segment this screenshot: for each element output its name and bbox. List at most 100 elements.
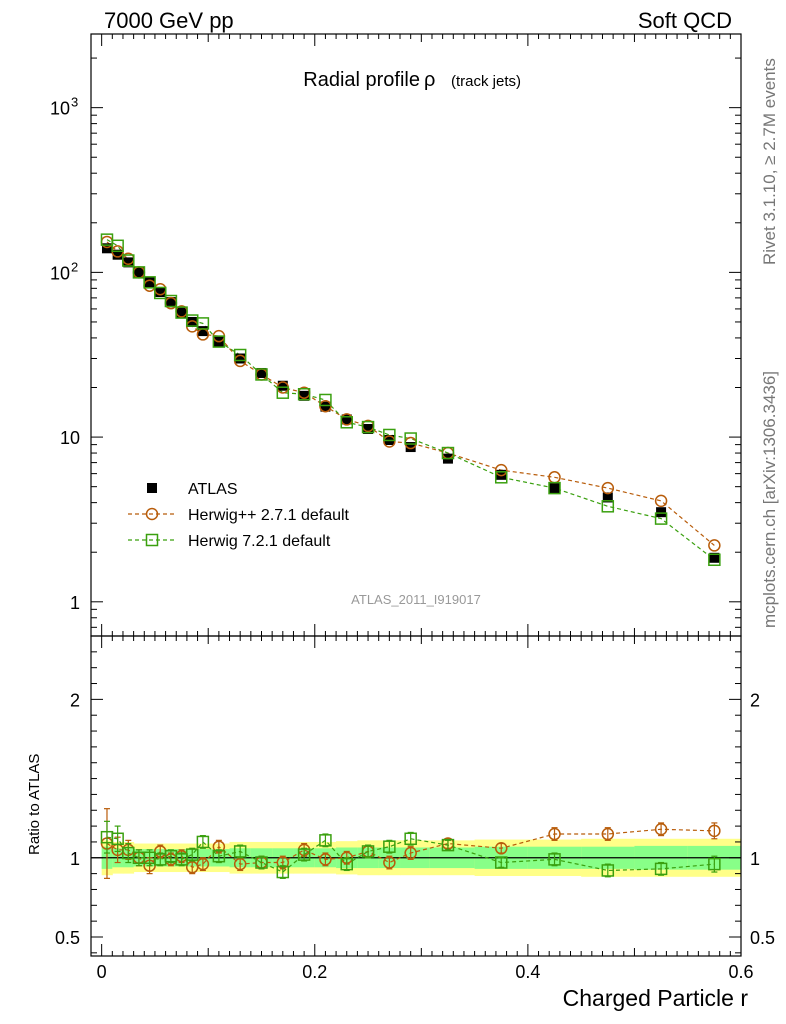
point-atlas <box>709 552 720 563</box>
point-herwig-2-7-1-default <box>383 435 396 448</box>
ratio-point-herwig-2-7-1-default <box>654 823 668 836</box>
legend-marker-herwig-2-7-1-default <box>145 507 159 521</box>
x-tick-label: 0.4 <box>515 962 540 982</box>
title-sub: (track jets) <box>451 73 521 90</box>
point-herwig-7-2-1-default <box>404 432 417 445</box>
ratio-point-herwig-7-2-1-default <box>654 862 668 876</box>
point-atlas <box>256 367 267 378</box>
ratio-point-herwig-7-2-1-default <box>494 856 508 869</box>
y-tick-exponent: 2 <box>71 259 78 274</box>
legend-marker-herwig-7-2-1-default <box>145 533 159 547</box>
ratio-point-herwig-7-2-1-default <box>196 835 210 849</box>
ratio-point-herwig-2-7-1-default <box>196 857 210 871</box>
y-tick-label: 1 <box>70 593 80 613</box>
ratio-point-herwig-7-2-1-default <box>361 845 375 858</box>
point-herwig-7-2-1-default <box>255 368 268 381</box>
point-herwig-7-2-1-default <box>494 471 508 484</box>
point-atlas <box>235 353 246 364</box>
point-herwig-7-2-1-default <box>132 266 146 279</box>
legend-label-atlas: ATLAS <box>188 481 238 498</box>
point-atlas <box>123 257 134 268</box>
point-herwig-7-2-1-default <box>297 387 311 401</box>
legend-label-herwig-2-7-1-default: Herwig++ 2.7.1 default <box>188 507 350 524</box>
point-herwig-7-2-1-default <box>143 276 156 289</box>
category-label: Soft QCD <box>637 8 732 33</box>
ratio-y-tick-label-right: 2 <box>750 690 760 710</box>
ratio-point-herwig-7-2-1-default <box>319 834 332 847</box>
point-herwig-7-2-1-default <box>196 317 210 330</box>
x-tick-label: 0 <box>97 962 107 982</box>
point-atlas <box>299 390 310 401</box>
ratio-point-herwig-7-2-1-default <box>340 857 353 871</box>
point-atlas <box>144 277 155 288</box>
collision-label: 7000 GeV pp <box>104 8 234 33</box>
ratio-point-herwig-7-2-1-default <box>276 865 290 879</box>
point-herwig-7-2-1-default <box>154 286 167 300</box>
point-atlas <box>405 442 416 453</box>
ratio-point-herwig-7-2-1-default <box>297 848 311 861</box>
ratio-point-herwig-7-2-1-default <box>383 840 396 853</box>
point-herwig-7-2-1-default <box>340 416 353 429</box>
main-line-herwig-2-7-1-default <box>106 241 715 546</box>
ratio-y-tick-label: 1 <box>70 849 80 869</box>
ratio-point-herwig-2-7-1-default <box>708 824 721 838</box>
point-herwig-7-2-1-default <box>233 348 247 362</box>
ratio-point-herwig-2-7-1-default <box>233 857 247 871</box>
point-atlas <box>155 287 166 298</box>
point-atlas <box>363 423 374 434</box>
point-herwig-2-7-1-default <box>601 481 615 495</box>
legend-label-herwig-7-2-1-default: Herwig 7.2.1 default <box>188 533 331 550</box>
point-herwig-7-2-1-default <box>654 512 668 525</box>
ratio-y-tick-label-right: 0.5 <box>750 928 775 948</box>
point-atlas <box>549 483 560 494</box>
point-herwig-7-2-1-default <box>111 239 124 253</box>
point-herwig-2-7-1-default <box>494 463 508 477</box>
ratio-point-herwig-7-2-1-default <box>708 857 721 871</box>
ratio-y-tick-label-right: 1 <box>750 849 760 869</box>
point-herwig-7-2-1-default <box>122 254 135 267</box>
point-herwig-7-2-1-default <box>708 553 721 567</box>
ratio-point-herwig-7-2-1-default <box>601 864 615 877</box>
ratio-point-herwig-2-7-1-default <box>319 853 332 866</box>
ratio-y-tick-label: 0.5 <box>55 928 80 948</box>
ratio-point-herwig-7-2-1-default <box>185 848 199 861</box>
title-rho: ρ <box>424 69 435 91</box>
point-herwig-7-2-1-default <box>548 481 561 495</box>
ratio-point-herwig-2-7-1-default <box>383 856 396 869</box>
point-atlas <box>197 326 208 337</box>
point-herwig-7-2-1-default <box>601 500 615 513</box>
ratio-point-herwig-2-7-1-default <box>601 827 615 841</box>
ratio-point-herwig-7-2-1-default <box>548 853 561 866</box>
point-atlas <box>602 492 613 503</box>
analysis-label: ATLAS_2011_I919017 <box>351 592 481 607</box>
title-main: Radial profile <box>303 69 420 91</box>
y-tick-exponent: 3 <box>71 95 78 110</box>
point-herwig-7-2-1-default <box>361 420 375 434</box>
x-tick-label: 0.6 <box>728 962 753 982</box>
ratio-point-herwig-7-2-1-default <box>255 856 268 869</box>
point-herwig-2-7-1-default <box>708 539 721 552</box>
point-herwig-7-2-1-default <box>276 386 290 399</box>
ratio-point-herwig-2-7-1-default <box>404 846 417 860</box>
point-atlas <box>101 243 112 254</box>
ratio-point-herwig-7-2-1-default <box>111 832 124 846</box>
point-atlas <box>133 267 144 278</box>
chart-title: Radial profile <box>303 69 420 91</box>
ratio-point-herwig-7-2-1-default <box>233 845 247 858</box>
y-tick-label: 10 <box>50 263 70 283</box>
legend-marker-atlas <box>147 483 157 493</box>
y-tick-label: 10 <box>50 99 70 119</box>
point-atlas <box>277 380 288 391</box>
ratio-point-herwig-7-2-1-default <box>441 838 455 852</box>
point-atlas <box>112 249 123 260</box>
ratio-point-herwig-7-2-1-default <box>212 849 226 863</box>
ratio-point-herwig-7-2-1-default <box>404 832 417 846</box>
point-herwig-7-2-1-default <box>441 446 455 460</box>
point-herwig-7-2-1-default <box>164 294 178 308</box>
point-herwig-7-2-1-default <box>175 306 188 319</box>
x-tick-label: 0.2 <box>302 962 327 982</box>
ratio-y-tick-label: 2 <box>70 690 80 710</box>
point-atlas <box>656 507 667 518</box>
point-atlas <box>341 414 352 425</box>
